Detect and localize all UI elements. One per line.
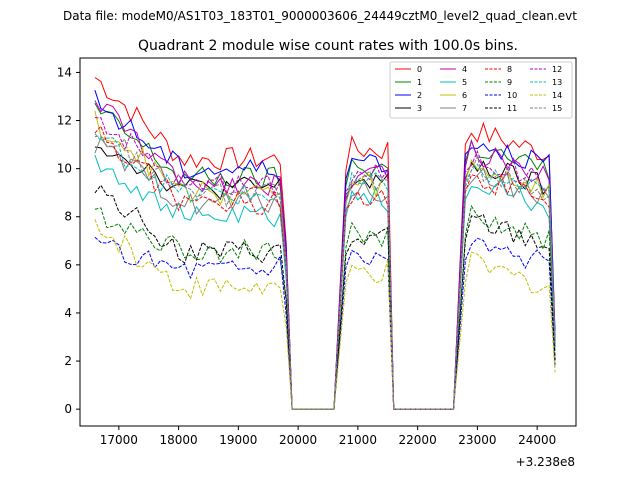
series-line-5 — [94, 154, 556, 410]
legend-label-14: 14 — [552, 91, 562, 100]
legend-label-4: 4 — [462, 65, 467, 74]
x-tick-label: 19000 — [219, 433, 257, 447]
legend-label-1: 1 — [417, 78, 422, 87]
x-tick-label: 22000 — [399, 433, 437, 447]
x-axis: 17000 18000 19000 20000 21000 22000 23000 24000 — [100, 426, 556, 447]
series-line-9 — [94, 204, 556, 410]
series-line-1 — [94, 102, 556, 410]
y-tick-label: 10 — [57, 162, 72, 176]
legend-label-7: 7 — [462, 104, 467, 113]
legend-label-11: 11 — [507, 104, 517, 113]
series-line-12 — [94, 117, 556, 410]
y-axis: 0 2 4 6 8 10 12 14 — [57, 65, 80, 416]
series-line-10 — [94, 236, 556, 410]
legend-box — [389, 61, 573, 119]
series-line-15 — [94, 135, 556, 410]
legend-label-12: 12 — [552, 65, 562, 74]
x-tick-label: 20000 — [279, 433, 317, 447]
y-tick-label: 6 — [64, 258, 72, 272]
x-tick-label: 24000 — [518, 433, 556, 447]
legend-label-6: 6 — [462, 91, 467, 100]
chart-suptitle: Data file: modeM0/AS1T03_183T01_90000036… — [63, 9, 577, 23]
chart-title: Quadrant 2 module wise count rates with … — [138, 38, 518, 54]
plot-frame — [79, 57, 577, 427]
legend-label-8: 8 — [507, 65, 512, 74]
y-tick-label: 14 — [57, 65, 72, 79]
series-line-3 — [94, 146, 556, 410]
y-tick-label: 8 — [64, 210, 72, 224]
legend-label-15: 15 — [552, 104, 562, 113]
series-line-2 — [94, 90, 556, 410]
y-tick-label: 0 — [64, 402, 72, 416]
plot-lines — [94, 77, 556, 410]
x-tick-label: 21000 — [339, 433, 377, 447]
y-tick-label: 2 — [64, 354, 72, 368]
y-tick-label: 12 — [57, 114, 72, 128]
legend-label-9: 9 — [507, 78, 512, 87]
legend-label-0: 0 — [417, 65, 422, 74]
legend-label-10: 10 — [507, 91, 517, 100]
series-line-11 — [94, 184, 556, 410]
legend-label-5: 5 — [462, 78, 467, 87]
legend-label-13: 13 — [552, 78, 562, 87]
y-tick-label: 4 — [64, 306, 72, 320]
legend-label-2: 2 — [417, 91, 422, 100]
series-line-14 — [94, 219, 556, 410]
x-offset-label: +3.238e8 — [516, 455, 575, 469]
x-tick-label: 18000 — [160, 433, 198, 447]
legend-label-3: 3 — [417, 104, 422, 113]
x-tick-label: 17000 — [100, 433, 138, 447]
x-tick-label: 23000 — [458, 433, 496, 447]
